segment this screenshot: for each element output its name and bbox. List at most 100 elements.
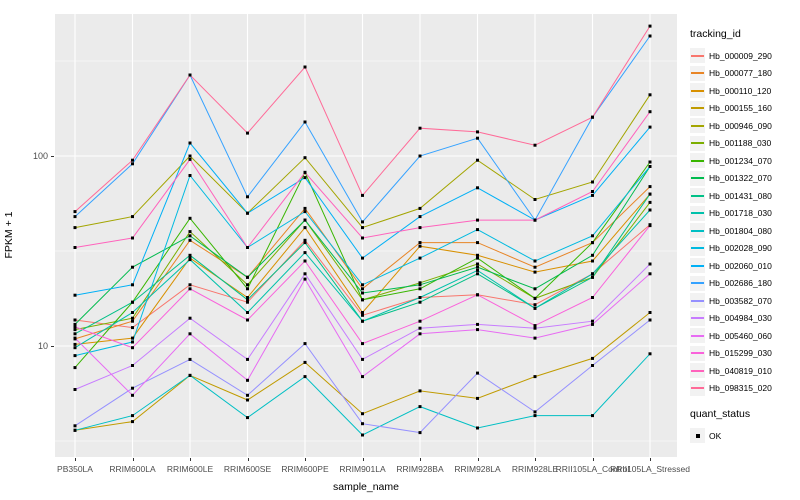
data-point xyxy=(476,256,479,260)
legend-label: Hb_004984_030 xyxy=(709,313,772,324)
legend-items: Hb_000009_290 Hb_000077_180 Hb_000110_120 H… xyxy=(690,47,798,397)
data-point xyxy=(73,428,77,432)
data-point xyxy=(131,265,134,269)
data-point xyxy=(188,287,192,291)
x-tick-mark xyxy=(420,458,421,461)
data-point xyxy=(648,224,652,228)
line-swatch-icon xyxy=(691,124,704,127)
data-point xyxy=(361,220,364,224)
data-point xyxy=(533,326,537,330)
legend-item-Hb_001234_070: Hb_001234_070 xyxy=(690,152,798,170)
x-tick-label-RRIM928BA: RRIM928BA xyxy=(396,464,444,474)
data-point xyxy=(188,238,192,242)
data-point xyxy=(131,340,134,344)
x-tick-mark xyxy=(650,458,651,461)
legend-key-swatch xyxy=(690,83,705,99)
legend-label: Hb_000155_160 xyxy=(709,103,772,114)
legend-item-Hb_002060_010: Hb_002060_010 xyxy=(690,257,798,275)
x-tick-mark xyxy=(190,458,191,461)
x-tick-label-RRIM901LA: RRIM901LA xyxy=(339,464,386,474)
data-point xyxy=(303,176,307,180)
data-point xyxy=(73,342,77,346)
data-point xyxy=(648,208,652,212)
data-point xyxy=(476,262,479,266)
plot-panel xyxy=(55,14,677,457)
legend-key-swatch xyxy=(690,153,705,169)
data-point xyxy=(533,218,537,222)
line-swatch-icon xyxy=(691,177,704,180)
data-point xyxy=(648,192,652,196)
data-point xyxy=(476,426,479,430)
x-tick-label-RRIM928LE: RRIM928LE xyxy=(511,464,559,474)
x-tick-mark xyxy=(305,458,306,461)
x-tick-mark xyxy=(75,458,76,461)
line-swatch-icon xyxy=(691,387,704,390)
legend-key-swatch xyxy=(690,205,705,221)
legend-item-Hb_002686_180: Hb_002686_180 xyxy=(690,275,798,293)
data-point xyxy=(303,206,307,210)
legend-key-swatch xyxy=(690,310,705,326)
data-point xyxy=(418,226,422,230)
data-point xyxy=(73,215,77,219)
data-point xyxy=(73,246,77,249)
data-point xyxy=(361,291,364,295)
data-point xyxy=(476,158,479,162)
legend-key-swatch xyxy=(690,293,705,309)
data-point xyxy=(188,357,192,361)
data-point xyxy=(418,332,422,336)
data-point xyxy=(131,300,134,304)
data-point xyxy=(246,275,249,279)
legend-label: Hb_001234_070 xyxy=(709,155,772,166)
data-point xyxy=(303,218,307,222)
line-swatch-icon xyxy=(691,72,704,75)
data-point xyxy=(188,316,192,320)
legend-label: Hb_040819_010 xyxy=(709,365,772,376)
data-point xyxy=(361,412,364,416)
legend-item-Hb_000077_180: Hb_000077_180 xyxy=(690,65,798,83)
quant-status-legend: quant_status OK xyxy=(690,408,798,445)
line-swatch-icon xyxy=(691,334,704,337)
legend: tracking_id Hb_000009_290 Hb_000077_180 Hb… xyxy=(690,28,798,445)
data-point xyxy=(533,410,537,414)
line-swatch-icon xyxy=(691,299,704,302)
data-point xyxy=(303,272,307,276)
legend-item-Hb_000155_160: Hb_000155_160 xyxy=(690,100,798,118)
data-point xyxy=(246,378,249,382)
data-point xyxy=(361,375,364,379)
data-point xyxy=(418,296,422,299)
data-point xyxy=(591,364,594,367)
data-point xyxy=(533,198,537,201)
data-point xyxy=(303,259,307,263)
legend-key-swatch xyxy=(690,135,705,151)
legend-key-swatch xyxy=(690,100,705,116)
data-point xyxy=(418,256,422,260)
data-point xyxy=(418,154,422,158)
data-point xyxy=(188,283,192,287)
quant-status-items: OK xyxy=(690,427,798,445)
legend-key-swatch xyxy=(690,275,705,291)
data-point xyxy=(303,238,307,242)
data-point xyxy=(361,298,364,302)
legend-item-Hb_001718_030: Hb_001718_030 xyxy=(690,205,798,223)
data-point xyxy=(591,296,594,299)
x-tick-label-RRII105LA_Control: RRII105LA_Control xyxy=(555,464,630,474)
legend-title-quant-status: quant_status xyxy=(690,408,751,420)
data-point xyxy=(361,193,364,197)
legend-label: Hb_001804_080 xyxy=(709,225,772,236)
data-point xyxy=(303,65,307,69)
legend-label: Hb_005460_060 xyxy=(709,330,772,341)
x-tick-mark xyxy=(535,458,536,461)
data-point xyxy=(591,322,594,326)
data-point xyxy=(418,281,422,285)
legend-key-swatch xyxy=(690,240,705,256)
legend-item-Hb_000946_090: Hb_000946_090 xyxy=(690,117,798,135)
data-point xyxy=(591,272,594,276)
data-point xyxy=(246,298,249,302)
x-tick-label-RRIM600SE: RRIM600SE xyxy=(223,464,272,474)
data-point xyxy=(418,283,422,287)
data-point xyxy=(418,244,422,248)
line-swatch-icon xyxy=(691,352,704,355)
data-point xyxy=(73,346,77,350)
data-point xyxy=(533,296,537,300)
legend-key-swatch xyxy=(690,118,705,134)
